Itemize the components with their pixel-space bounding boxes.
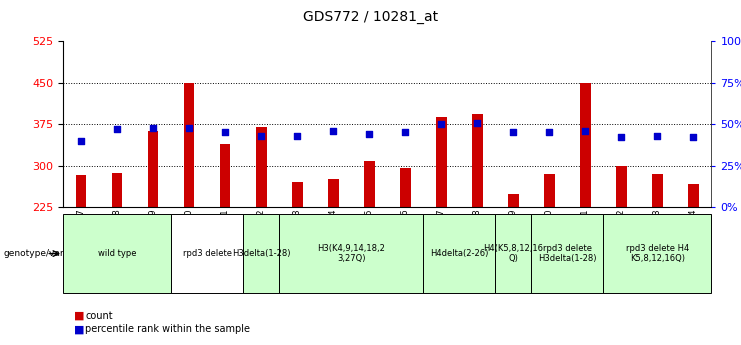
Text: rpd3 delete
H3delta(1-28): rpd3 delete H3delta(1-28) (538, 244, 597, 263)
Text: count: count (85, 311, 113, 321)
Text: ■: ■ (74, 325, 84, 334)
Point (615, 135, 627, 140)
Bar (580, 83, 591, 207)
Point (219, 130, 231, 135)
Bar (472, 114, 482, 207)
Point (328, 128, 339, 134)
Bar (364, 161, 374, 207)
Bar (328, 179, 339, 207)
Point (579, 128, 591, 134)
Bar (147, 131, 159, 207)
Bar (508, 194, 519, 207)
Bar (76, 175, 87, 207)
Point (363, 131, 375, 137)
Bar (688, 184, 699, 207)
Point (399, 130, 411, 135)
Point (688, 135, 700, 140)
Bar (616, 166, 627, 207)
Bar (400, 168, 411, 207)
Point (651, 133, 663, 139)
Text: wild type: wild type (98, 249, 136, 258)
Point (255, 133, 267, 139)
Text: ■: ■ (74, 311, 84, 321)
Point (111, 126, 123, 132)
Bar (652, 175, 662, 207)
Point (543, 130, 555, 135)
Point (471, 120, 483, 125)
Text: genotype/variation: genotype/variation (4, 249, 90, 258)
Text: H3(K4,9,14,18,2
3,27Q): H3(K4,9,14,18,2 3,27Q) (317, 244, 385, 263)
Text: GDS772 / 10281_at: GDS772 / 10281_at (303, 10, 438, 24)
Text: H3delta(1-28): H3delta(1-28) (232, 249, 290, 258)
Bar (292, 182, 302, 207)
Text: H4(K5,8,12,16
Q): H4(K5,8,12,16 Q) (483, 244, 543, 263)
Text: H4delta(2-26): H4delta(2-26) (430, 249, 488, 258)
Bar (184, 83, 194, 207)
Bar (544, 175, 555, 207)
Text: rpd3 delete: rpd3 delete (182, 249, 232, 258)
Point (147, 125, 159, 130)
Text: rpd3 delete H4
K5,8,12,16Q): rpd3 delete H4 K5,8,12,16Q) (625, 244, 689, 263)
Bar (112, 173, 122, 207)
Point (291, 133, 303, 139)
Bar (436, 117, 447, 207)
Bar (256, 127, 267, 207)
Point (435, 121, 447, 127)
Point (183, 125, 195, 130)
Bar (219, 144, 230, 207)
Point (75, 138, 87, 144)
Point (508, 130, 519, 135)
Text: percentile rank within the sample: percentile rank within the sample (85, 325, 250, 334)
